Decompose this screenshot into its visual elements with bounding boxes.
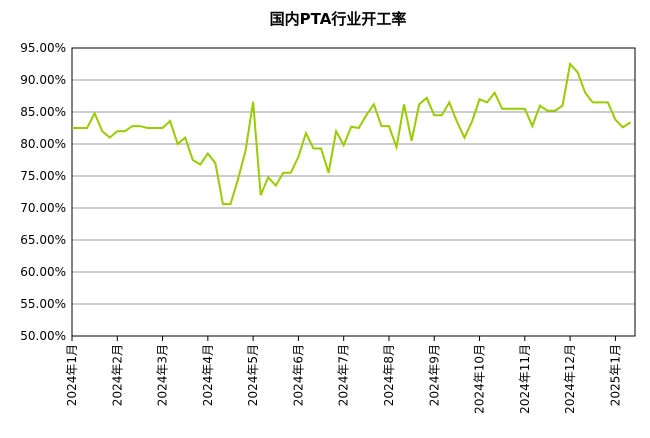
y-tick-label: 70.00% <box>20 201 66 215</box>
x-tick-label: 2024年6月 <box>291 344 305 406</box>
x-tick-label: 2024年2月 <box>110 344 124 406</box>
y-tick-label: 75.00% <box>20 169 66 183</box>
x-tick-label: 2024年4月 <box>201 344 215 406</box>
x-tick-label: 2024年5月 <box>246 344 260 406</box>
y-tick-label: 65.00% <box>20 233 66 247</box>
y-tick-label: 80.00% <box>20 137 66 151</box>
x-tick-label: 2024年3月 <box>156 344 170 406</box>
y-tick-label: 85.00% <box>20 105 66 119</box>
y-tick-label: 60.00% <box>20 265 66 279</box>
line-series <box>72 61 632 206</box>
x-tick-label: 2025年1月 <box>608 344 622 406</box>
x-tick-label: 2024年7月 <box>337 344 351 406</box>
x-tick-label: 2024年8月 <box>382 344 396 406</box>
x-tick-label: 2024年1月 <box>65 344 79 406</box>
y-tick-label: 90.00% <box>20 73 66 87</box>
x-tick-label: 2024年12月 <box>563 344 577 414</box>
y-tick-label: 95.00% <box>20 41 66 55</box>
x-tick-label: 2024年11月 <box>518 344 532 414</box>
chart-title: 国内PTA行业开工率 <box>270 10 407 28</box>
x-tick-label: 2024年9月 <box>427 344 441 406</box>
x-tick-label: 2024年10月 <box>473 344 487 414</box>
plot-border <box>71 47 636 337</box>
y-tick-label: 55.00% <box>20 297 66 311</box>
y-tick-label: 50.00% <box>20 329 66 343</box>
